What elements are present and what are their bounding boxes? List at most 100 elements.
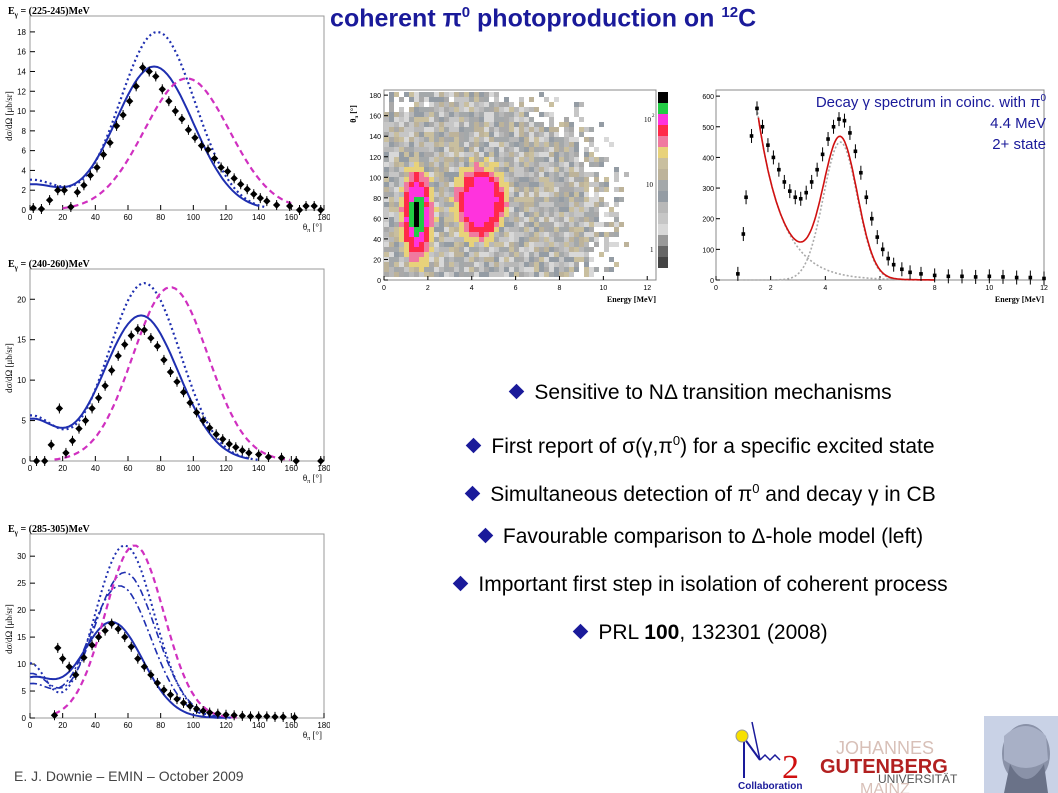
map-cell [454,112,459,117]
x-tick-label: 160 [285,213,299,222]
map-cell [519,257,524,262]
map-cell [499,247,504,252]
map-cell [564,227,569,232]
map-cell [419,122,424,127]
map-cell [449,147,454,152]
model-curve-dotted [30,30,266,209]
map-cell [479,182,484,187]
map-cell [599,162,604,167]
map-cell [459,147,464,152]
map-cell [474,227,479,232]
map-cell [389,232,394,237]
map-cell [384,212,389,217]
map-cell [399,187,404,192]
map-cell [499,197,504,202]
map-cell [534,122,539,127]
map-cell [404,272,409,277]
map-cell [569,172,574,177]
map-cell [574,232,579,237]
map-cell [519,217,524,222]
map-cell [509,197,514,202]
map-cell [494,212,499,217]
map-cell [434,102,439,107]
energy-label: Eγ = (285-305)MeV [8,524,91,537]
map-cell [424,237,429,242]
map-cell [439,237,444,242]
bullet-text: , 132301 (2008) [679,621,828,644]
map-cell [429,247,434,252]
data-point [212,430,220,438]
map-cell [609,232,614,237]
map-cell [514,247,519,252]
title-text: photoproduction on [470,4,722,33]
map-cell [389,262,394,267]
map-cell [554,137,559,142]
map-cell [504,237,509,242]
map-cell [484,212,489,217]
map-cell [594,192,599,197]
data-point [107,619,116,628]
map-cell [384,152,389,157]
map-cell [489,122,494,127]
map-cell [414,172,419,177]
x-tick-label: 8 [558,285,562,292]
map-cell [419,97,424,102]
map-cell [404,182,409,187]
y-tick-label: 12 [17,87,26,96]
color-scale-cell [658,213,668,224]
map-cell [454,262,459,267]
map-cell [409,262,414,267]
map-cell [599,202,604,207]
map-cell [394,92,399,97]
map-cell [509,192,514,197]
map-cell [434,252,439,257]
map-cell [429,102,434,107]
map-cell [539,157,544,162]
map-cell [399,167,404,172]
map-cell [469,272,474,277]
map-cell [434,172,439,177]
map-cell [539,177,544,182]
map-cell [409,127,414,132]
map-cell [444,147,449,152]
map-cell [584,272,589,277]
map-cell [574,242,579,247]
map-cell [574,207,579,212]
map-cell [524,262,529,267]
map-cell [439,222,444,227]
map-cell [554,147,559,152]
map-cell [574,257,579,262]
y-tick-label: 600 [702,94,714,101]
map-cell [509,157,514,162]
map-cell [394,212,399,217]
map-cell [424,182,429,187]
map-cell [419,222,424,227]
map-cell [429,272,434,277]
map-cell [604,247,609,252]
map-cell [414,117,419,122]
map-cell [514,112,519,117]
map-cell [439,252,444,257]
map-cell [499,182,504,187]
data-point [99,150,108,159]
map-cell [519,262,524,267]
map-cell [404,147,409,152]
map-cell [424,262,429,267]
x-tick-label: 180 [317,721,330,730]
map-cell [444,222,449,227]
map-cell [574,147,579,152]
map-cell [414,157,419,162]
color-scale-label: 10 [646,181,654,189]
x-axis-label: θπ [°] [303,222,322,234]
map-cell [489,162,494,167]
map-cell [569,257,574,262]
energy-label-sub: γ [14,529,19,537]
map-cell [524,112,529,117]
map-cell [564,187,569,192]
data-point [29,204,37,212]
map-cell [594,202,599,207]
map-cell [554,217,559,222]
y-tick-label: 20 [17,295,26,304]
map-cell [589,157,594,162]
map-cell [469,122,474,127]
